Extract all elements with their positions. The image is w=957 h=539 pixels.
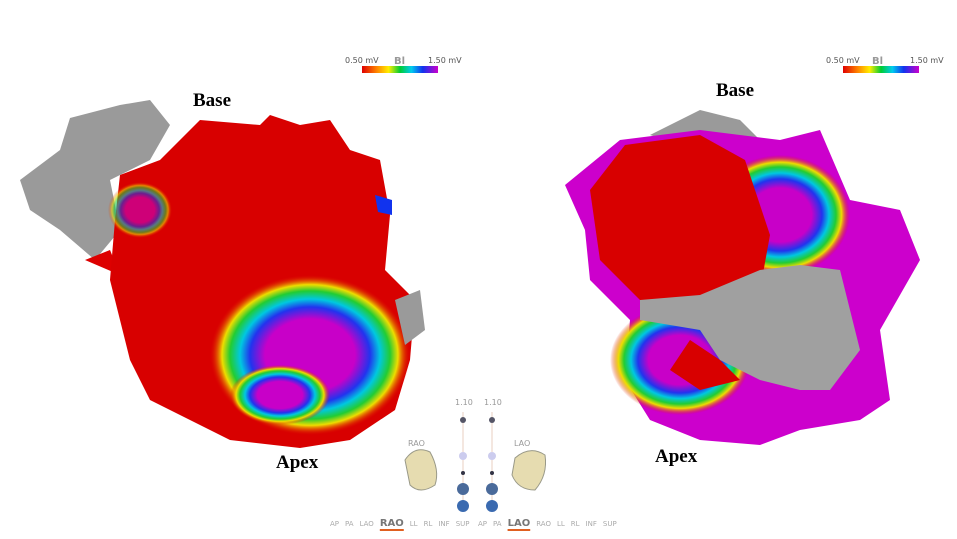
zoom-value: 1.10 (455, 398, 473, 407)
view-button[interactable]: INF (586, 520, 597, 528)
view-button[interactable]: SUP (603, 520, 617, 528)
view-label: LAO (514, 439, 530, 448)
heart-icon (511, 450, 546, 491)
view-button[interactable]: SUP (456, 520, 470, 528)
left-voltage-map (20, 100, 425, 448)
legend-max: 1.50 mV (428, 56, 462, 65)
rotate-button[interactable] (486, 500, 498, 512)
view-button[interactable]: INF (438, 520, 449, 528)
apex-label: Apex (655, 446, 698, 467)
legend-min: 0.50 mV (345, 56, 379, 65)
right-legend: 0.50 mV Bl 1.50 mV (826, 56, 944, 73)
active-underline (379, 529, 404, 531)
view-button[interactable]: PA (345, 520, 354, 528)
apex-label: Apex (276, 452, 319, 473)
legend-label: Bl (394, 56, 405, 67)
view-button[interactable]: LAO (360, 520, 375, 528)
rotate-button[interactable] (486, 483, 498, 495)
heart-icon (404, 449, 438, 491)
base-label: Base (193, 90, 231, 111)
view-button[interactable]: LL (410, 520, 418, 528)
view-button[interactable]: PA (493, 520, 502, 528)
rotate-button[interactable] (457, 500, 469, 512)
view-button[interactable]: LL (557, 520, 565, 528)
view-button[interactable]: LAO (508, 518, 531, 529)
view-button[interactable]: RAO (380, 518, 404, 529)
view-control: 1.10 1.10 RAO LAO (404, 398, 546, 512)
rotate-button[interactable] (457, 483, 469, 495)
left-legend: 0.50 mV Bl 1.50 mV (345, 56, 462, 73)
active-underline (507, 529, 531, 531)
color-scale (843, 66, 919, 73)
right-voltage-map (565, 110, 920, 445)
view-button[interactable]: RL (571, 520, 580, 528)
legend-max: 1.50 mV (910, 56, 944, 65)
view-button[interactable]: RAO (536, 520, 551, 528)
view-label: RAO (408, 439, 425, 448)
view-button[interactable]: RL (424, 520, 433, 528)
color-scale (362, 66, 438, 73)
view-button[interactable]: AP (478, 520, 487, 528)
zoom-value: 1.10 (484, 398, 502, 407)
base-label: Base (716, 80, 754, 101)
legend-min: 0.50 mV (826, 56, 860, 65)
view-button[interactable]: AP (330, 520, 339, 528)
legend-label: Bl (872, 56, 883, 67)
